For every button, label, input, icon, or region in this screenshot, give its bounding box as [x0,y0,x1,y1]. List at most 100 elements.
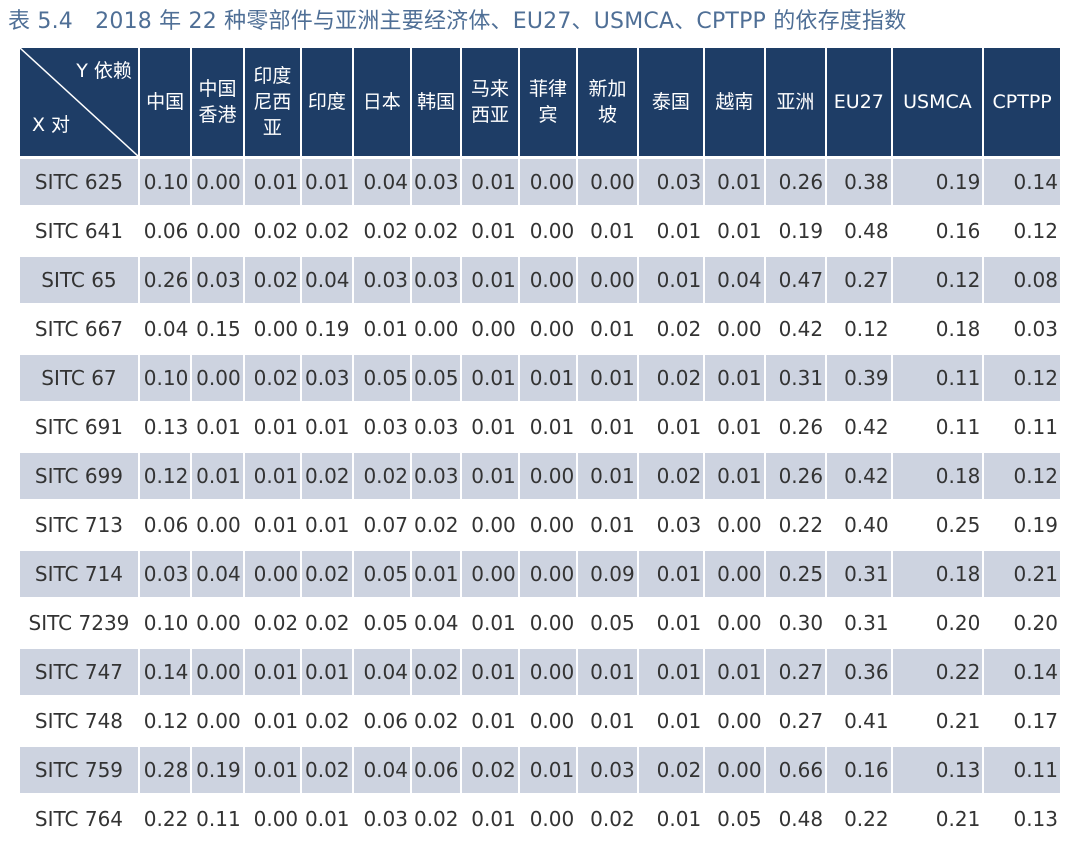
table-row: SITC 699 0.12 0.01 0.01 0.02 0.02 0.03 0.01 0.00… [20,453,1060,499]
column-header-line: 坡 [597,104,617,126]
column-header-line: USMCA [903,91,972,113]
table-cell: 0.00 [705,698,764,744]
table-cell: 0.01 [244,453,301,499]
table-cell: 0.42 [827,404,891,450]
table-cell: 0.05 [353,355,410,401]
table-cell: 0.00 [519,551,577,597]
table-cell: 0.47 [765,257,826,303]
column-header-line: 亚洲 [776,91,815,113]
row-label: SITC 7239 [20,600,138,646]
column-header-line: CPTPP [992,91,1052,113]
table-cell: 0.00 [519,698,577,744]
table-cell: 0.05 [705,796,764,842]
table-cell: 0.06 [411,747,461,793]
table-cell: 0.01 [462,600,518,646]
table-cell: 0.03 [638,502,704,548]
table-cell: 0.01 [192,404,243,450]
table-cell: 0.03 [353,404,410,450]
table-body: SITC 625 0.10 0.00 0.01 0.01 0.04 0.03 0.01 0.00… [20,159,1060,842]
column-header-line: EU27 [833,91,884,113]
table-cell: 0.26 [139,257,191,303]
table-cell: 0.02 [353,208,410,254]
table-cell: 0.18 [892,306,983,352]
corner-x-label: X 对 [32,114,71,136]
table-cell: 0.01 [638,208,704,254]
table-cell: 0.31 [827,600,891,646]
table-cell: 0.42 [827,453,891,499]
table-cell: 0.00 [519,306,577,352]
table-cell: 0.11 [192,796,243,842]
table-cell: 0.01 [578,355,637,401]
table-cell: 0.01 [462,355,518,401]
table-cell: 0.18 [892,453,983,499]
table-cell: 0.02 [411,649,461,695]
table-cell: 0.19 [192,747,243,793]
table-cell: 0.12 [892,257,983,303]
corner-header: Y 依赖 X 对 [20,48,138,156]
column-header-12: EU27 [827,48,891,156]
column-header-14: CPTPP [984,48,1060,156]
table-cell: 0.04 [411,600,461,646]
table-cell: 0.40 [827,502,891,548]
table-cell: 0.03 [411,159,461,205]
table-cell: 0.02 [302,208,352,254]
table-cell: 0.22 [827,796,891,842]
row-label: SITC 691 [20,404,138,450]
table-cell: 0.02 [411,698,461,744]
table-cell: 0.01 [638,257,704,303]
table-cell: 0.11 [892,355,983,401]
table-cell: 0.10 [139,355,191,401]
table-cell: 0.03 [411,453,461,499]
row-label: SITC 759 [20,747,138,793]
column-header-line: 菲律 [528,78,567,100]
table-cell: 0.12 [139,453,191,499]
table-cell: 0.09 [578,551,637,597]
table-cell: 0.00 [519,600,577,646]
table-cell: 0.01 [302,404,352,450]
table-cell: 0.04 [353,747,410,793]
table-cell: 0.03 [411,404,461,450]
table-cell: 0.01 [462,208,518,254]
table-cell: 0.17 [984,698,1060,744]
table-cell: 0.18 [892,551,983,597]
table-cell: 0.11 [984,404,1060,450]
table-cell: 0.02 [244,208,301,254]
table-cell: 0.00 [705,306,764,352]
dependency-table-container: Y 依赖 X 对 中国 中国 香港 印度 尼西亚印度 日本 韩国 马来 西亚 菲律宾新加坡泰国 越南… [18,45,1062,845]
table-cell: 0.02 [302,453,352,499]
table-cell: 0.00 [462,306,518,352]
table-cell: 0.02 [578,796,637,842]
table-cell: 0.03 [353,796,410,842]
table-cell: 0.12 [984,453,1060,499]
table-cell: 0.01 [462,404,518,450]
column-header-1: 中国 香港 [192,48,243,156]
table-cell: 0.25 [765,551,826,597]
table-row: SITC 7239 0.10 0.00 0.02 0.02 0.05 0.04 0.01 0.0… [20,600,1060,646]
column-header-line: 韩国 [417,91,456,113]
column-header-2: 印度 尼西亚 [244,48,301,156]
table-cell: 0.03 [984,306,1060,352]
table-cell: 0.00 [192,159,243,205]
table-cell: 0.00 [462,502,518,548]
table-cell: 0.00 [192,208,243,254]
table-cell: 0.22 [765,502,826,548]
column-header-3: 印度 [302,48,352,156]
table-cell: 0.02 [462,747,518,793]
table-cell: 0.22 [892,649,983,695]
table-cell: 0.03 [353,257,410,303]
table-row: SITC 691 0.13 0.01 0.01 0.01 0.03 0.03 0.01 0.01… [20,404,1060,450]
table-cell: 0.03 [192,257,243,303]
table-cell: 0.02 [638,355,704,401]
column-header-line: 马来 [471,78,510,100]
table-cell: 0.25 [892,502,983,548]
table-cell: 0.14 [139,649,191,695]
table-cell: 0.00 [705,502,764,548]
table-cell: 0.02 [244,257,301,303]
row-label: SITC 625 [20,159,138,205]
table-cell: 0.01 [462,257,518,303]
table-cell: 0.16 [827,747,891,793]
table-cell: 0.04 [139,306,191,352]
table-cell: 0.00 [192,698,243,744]
table-cell: 0.14 [984,649,1060,695]
table-cell: 0.01 [519,355,577,401]
